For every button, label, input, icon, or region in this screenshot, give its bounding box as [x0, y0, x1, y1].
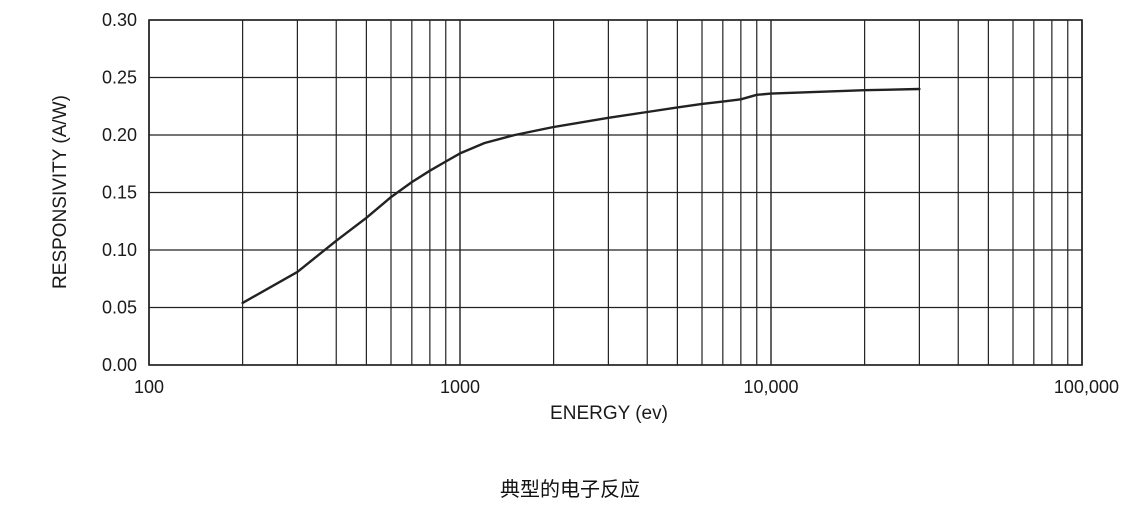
- x-tick-label: 100: [134, 377, 164, 397]
- y-tick-label: 0.10: [102, 240, 137, 260]
- y-tick-label: 0.00: [102, 355, 137, 375]
- x-axis-label: ENERGY (ev): [550, 403, 668, 424]
- x-tick-label: 1000: [440, 377, 480, 397]
- gridlines: [148, 19, 1083, 366]
- y-tick-label: 0.20: [102, 125, 137, 145]
- responsivity-curve: [241, 87, 921, 305]
- x-tick-label: 100,000: [1054, 377, 1119, 397]
- y-tick-label: 0.15: [102, 183, 137, 203]
- x-tick-labels: 100 1000 10,000 100,000: [134, 377, 1119, 397]
- plot-frame: [148, 19, 1083, 366]
- y-tick-label: 0.25: [102, 68, 137, 88]
- x-tick-label: 10,000: [743, 377, 798, 397]
- y-tick-label: 0.05: [102, 298, 137, 318]
- series-layer: [241, 87, 921, 305]
- y-tick-labels: 0.00 0.05 0.10 0.15 0.20 0.25 0.30: [102, 10, 137, 375]
- y-tick-label: 0.30: [102, 10, 137, 30]
- y-axis-label: RESPONSIVITY (A/W): [50, 95, 71, 289]
- chart-caption: 典型的电子反应: [500, 477, 640, 501]
